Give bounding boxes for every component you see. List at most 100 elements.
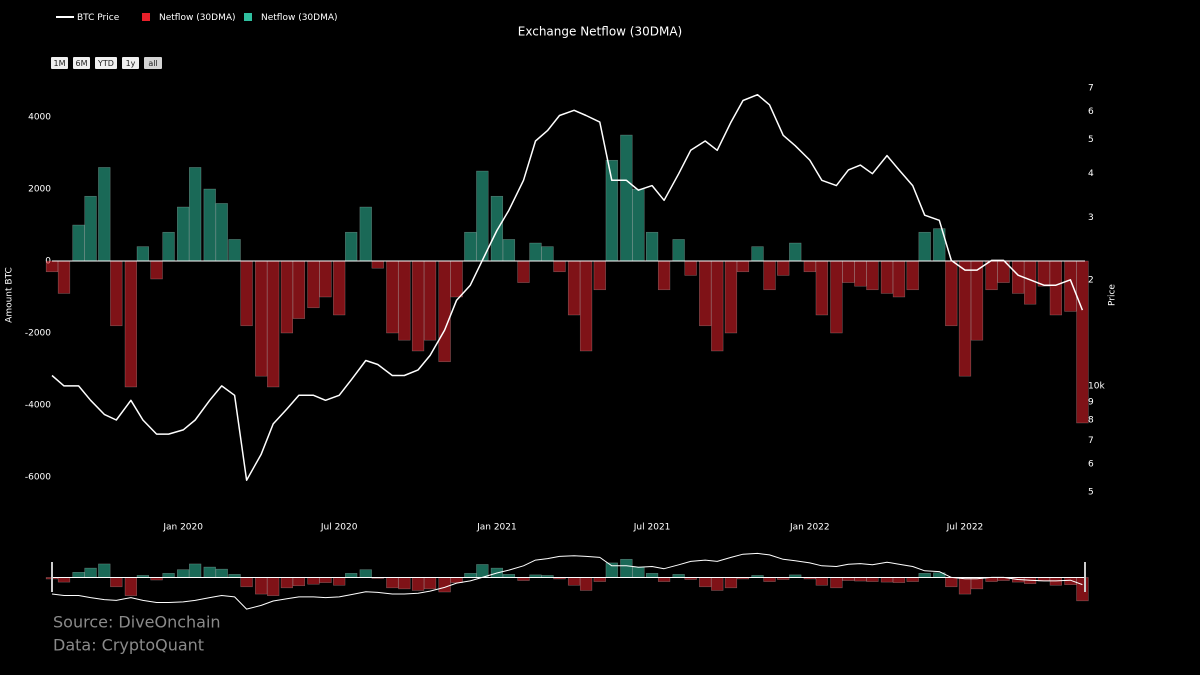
bar [240, 260, 253, 327]
bar [866, 260, 879, 291]
bar [699, 260, 712, 327]
range-button[interactable] [122, 57, 139, 69]
bar [815, 260, 828, 316]
bar [215, 203, 228, 262]
range-button-label[interactable]: all [148, 59, 157, 68]
bar [567, 260, 581, 316]
bar [333, 260, 346, 316]
x-tick-label: Jan 2021 [476, 523, 517, 533]
navigator-bar [255, 577, 268, 595]
bar [319, 260, 332, 298]
bar [620, 134, 633, 262]
range-button[interactable] [144, 57, 162, 69]
bar [711, 260, 724, 352]
navigator-bar [945, 577, 958, 588]
range-selector: 1M 6M YTD 1y all [51, 57, 162, 69]
navigator-bar [880, 577, 894, 583]
navigator-bar [57, 577, 71, 583]
navigator-bar [267, 577, 280, 596]
navigator-bar [345, 573, 358, 578]
bar [371, 260, 384, 269]
navigator-bar [110, 577, 123, 588]
bar [292, 260, 306, 319]
navigator-bar [280, 577, 294, 589]
navigator-bar [476, 564, 489, 578]
bar [803, 260, 816, 273]
navigator-bar [292, 577, 306, 587]
navigator-handle[interactable] [51, 562, 53, 592]
navigator-bar [189, 563, 202, 578]
navigator-bar [699, 577, 712, 588]
y2-tick-label: 6 [1088, 460, 1094, 470]
bar [854, 260, 867, 287]
range-button-label[interactable]: 1y [126, 59, 136, 68]
navigator-bar [815, 577, 828, 586]
bar [880, 260, 894, 294]
bar [657, 260, 671, 291]
navigator-bar [763, 577, 776, 582]
chart-title: Exchange Netflow (30DMA) [518, 25, 682, 39]
bar [593, 260, 606, 291]
range-button[interactable] [73, 57, 90, 69]
bar [645, 231, 659, 262]
legend-swatch [244, 13, 252, 21]
bar [736, 260, 750, 273]
bar [541, 246, 554, 262]
navigator-bar [84, 567, 97, 578]
bar [345, 231, 358, 262]
bar [72, 224, 85, 262]
bar [423, 260, 437, 341]
bar [57, 260, 71, 294]
range-button-label[interactable]: YTD [97, 59, 114, 68]
y2-tick-label: 5 [1088, 135, 1094, 145]
legend-label: Netflow (30DMA) [159, 13, 236, 23]
navigator-bar [605, 562, 618, 578]
navigator-bar [398, 577, 411, 590]
y2-tick-label: 6 [1088, 107, 1094, 117]
navigator-bar [645, 573, 659, 578]
navigator-bar [411, 577, 425, 591]
bar [830, 260, 843, 334]
navigator-bar [450, 577, 463, 583]
range-button-label[interactable]: 6M [76, 59, 88, 68]
bar [411, 260, 425, 352]
bar [751, 246, 764, 262]
navigator-bar [177, 569, 190, 578]
navigator-bar [854, 577, 867, 582]
navigator-bar [724, 577, 738, 589]
bar [98, 167, 111, 262]
navigator-bar [359, 569, 372, 578]
bar [842, 260, 855, 283]
navigator-bar [333, 577, 346, 586]
bar [1024, 260, 1037, 305]
y-tick-label: -2000 [25, 328, 51, 338]
bar [763, 260, 776, 291]
bar [632, 188, 645, 262]
y-tick-label: -6000 [25, 472, 51, 482]
y2-tick-label: 8 [1088, 416, 1094, 426]
navigator-bar [906, 577, 919, 582]
x-tick-label: Jul 2020 [320, 523, 358, 533]
navigator-bar [657, 577, 671, 582]
navigator-handle[interactable] [1084, 562, 1086, 592]
y2-tick-label: 4 [1088, 169, 1094, 179]
bar [464, 231, 477, 262]
bar [124, 260, 137, 388]
bar [724, 260, 738, 334]
bar [684, 260, 697, 276]
bar [502, 239, 516, 262]
y2-tick-label: 2 [1088, 275, 1094, 285]
range-button[interactable] [51, 57, 68, 69]
navigator-bar [72, 571, 85, 578]
navigator-bar [632, 566, 645, 578]
annotation: Source: DiveOnchain [53, 613, 221, 632]
bar [177, 206, 190, 262]
bar [789, 242, 802, 262]
range-button-label[interactable]: 1M [54, 59, 66, 68]
bar [203, 188, 216, 262]
annotation: Data: CryptoQuant [53, 636, 204, 655]
navigator-bar [464, 573, 477, 578]
range-button[interactable] [95, 57, 117, 69]
y2-axis-label: Price [1108, 284, 1118, 306]
navigator-bar [240, 577, 253, 588]
